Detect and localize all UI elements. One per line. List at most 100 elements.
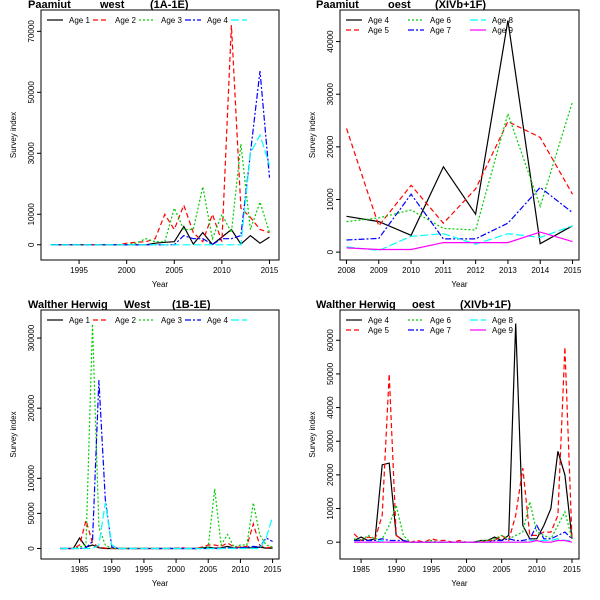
x-tick-label: 1995: [422, 565, 440, 574]
plot-frame: [339, 9, 580, 261]
x-tick-label: 1995: [70, 266, 88, 275]
plot-frame: [40, 9, 280, 261]
x-tick-label: 2008: [338, 266, 356, 275]
legend-label: Age 7: [430, 326, 451, 335]
y-tick-label: 50000: [326, 362, 335, 385]
chart-panel-paamiut-west: Paamiut west (1A-1E) 1995 2000 2005 2010 2015 0 1…: [9, 0, 280, 289]
legend-label: Age 4: [368, 316, 389, 325]
chart-panel-walther-herwig-oest: Walther Herwig oest (XIVb+1F) 1985 1990 1995 2…: [308, 299, 581, 588]
y-axis-label: Survey index: [308, 411, 317, 457]
legend-label: Age 3: [161, 16, 182, 25]
chart-panel-paamiut-oest: Paamiut oest (XIVb+1F) 2008 2009 2010 2011 2012…: [308, 0, 582, 289]
x-tick-label: 2000: [167, 565, 185, 574]
x-axis-label: Year: [152, 579, 169, 588]
series-line-age-8: [346, 225, 573, 252]
series-line-age-9: [354, 539, 573, 543]
chart-title-part: Paamiut: [316, 0, 359, 11]
chart-title-part: (XIVb+1F): [435, 0, 486, 11]
x-tick-label: 2000: [458, 565, 476, 574]
y-tick-label: 300000: [27, 324, 36, 351]
chart-title-part: (XIVb+1F): [460, 299, 511, 311]
legend-label: Age 4: [368, 16, 389, 25]
series-group: [353, 323, 573, 543]
series-group: [345, 20, 574, 252]
legend: Age 1 Age 2 Age 3 Age 4: [47, 316, 247, 325]
legend: Age 4 Age 6 Age 8 Age 5 Age 7 Age 9: [346, 16, 513, 35]
legend-label: Age 8: [492, 16, 513, 25]
y-tick-label: 30000: [326, 430, 335, 453]
x-tick-label: 2010: [402, 266, 420, 275]
x-axis-label: Year: [152, 280, 169, 289]
series-line-age-4: [60, 380, 273, 550]
y-tick-label: 200000: [27, 394, 36, 421]
x-tick-label: 2010: [213, 266, 231, 275]
x-axis-label: Year: [451, 280, 468, 289]
y-tick-label: 0: [27, 546, 36, 551]
y-tick-label: 60000: [326, 329, 335, 352]
series-line-unnamed: [60, 502, 274, 550]
x-tick-label: 2011: [435, 266, 453, 275]
chart-panel-walther-herwig-west: Walther Herwig West (1B-1E) 1985 1990 1995 200…: [9, 299, 282, 588]
y-tick-label: 10000: [27, 203, 36, 226]
legend: Age 1 Age 2 Age 3 Age 4: [47, 16, 247, 25]
plot-frame: [339, 309, 580, 560]
series-line-age-9: [346, 231, 573, 251]
x-tick-label: 2012: [467, 266, 485, 275]
x-tick-label: 2010: [232, 565, 250, 574]
chart-title-part: (1A-1E): [150, 0, 189, 11]
x-tick-label: 2005: [199, 565, 217, 574]
legend-label: Age 7: [430, 26, 451, 35]
chart-title-part: (1B-1E): [172, 299, 211, 311]
series-line-age-6: [346, 101, 574, 231]
x-axis-label: Year: [451, 579, 468, 588]
chart-title-part: Paamiut: [28, 0, 71, 11]
y-tick-label: 0: [326, 249, 335, 254]
chart-title-part: Walther Herwig: [316, 299, 396, 311]
series-line-age-5: [353, 346, 573, 543]
y-tick-label: 30000: [27, 142, 36, 165]
chart-title-part: west: [99, 0, 125, 11]
y-tick-label: 0: [27, 242, 36, 247]
x-tick-label: 2005: [493, 565, 511, 574]
y-tick-label: 10000: [326, 497, 335, 520]
legend-label: Age 9: [492, 326, 513, 335]
series-group: [50, 25, 271, 246]
legend-label: Age 8: [492, 316, 513, 325]
legend-label: Age 2: [115, 316, 136, 325]
x-tick-label: 1985: [71, 565, 89, 574]
x-tick-label: 2015: [564, 266, 582, 275]
chart-title-part: oest: [412, 299, 435, 311]
series-line-unnamed: [50, 133, 271, 246]
legend-label: Age 4: [207, 16, 228, 25]
y-tick-label: 0: [326, 539, 335, 544]
x-tick-label: 2009: [370, 266, 388, 275]
chart-title-part: oest: [388, 0, 411, 11]
x-tick-label: 1990: [103, 565, 121, 574]
x-tick-label: 1990: [387, 565, 405, 574]
legend-label: Age 3: [161, 316, 182, 325]
x-tick-label: 2015: [264, 565, 282, 574]
x-tick-label: 2015: [261, 266, 279, 275]
y-axis-label: Survey index: [9, 411, 18, 457]
legend-label: Age 4: [207, 316, 228, 325]
y-tick-label: 10000: [326, 188, 335, 211]
legend-label: Age 9: [492, 26, 513, 35]
y-tick-label: 50000: [27, 81, 36, 104]
y-tick-label: 30000: [326, 83, 335, 106]
legend-label: Age 5: [368, 26, 389, 35]
legend-label: Age 6: [430, 16, 451, 25]
series-group: [60, 323, 274, 550]
series-line-age-3: [60, 323, 273, 550]
x-tick-label: 2000: [118, 266, 136, 275]
legend: Age 4 Age 6 Age 8 Age 5 Age 7 Age 9: [346, 316, 513, 335]
y-axis-label: Survey index: [308, 112, 317, 158]
x-tick-label: 2013: [499, 266, 517, 275]
legend-label: Age 6: [430, 316, 451, 325]
chart-title-part: Walther Herwig: [28, 299, 108, 311]
legend-label: Age 1: [69, 316, 90, 325]
x-tick-label: 1995: [135, 565, 153, 574]
x-tick-label: 2014: [531, 266, 549, 275]
legend-label: Age 5: [368, 326, 389, 335]
y-tick-label: 20000: [326, 463, 335, 486]
legend-label: Age 2: [115, 16, 136, 25]
